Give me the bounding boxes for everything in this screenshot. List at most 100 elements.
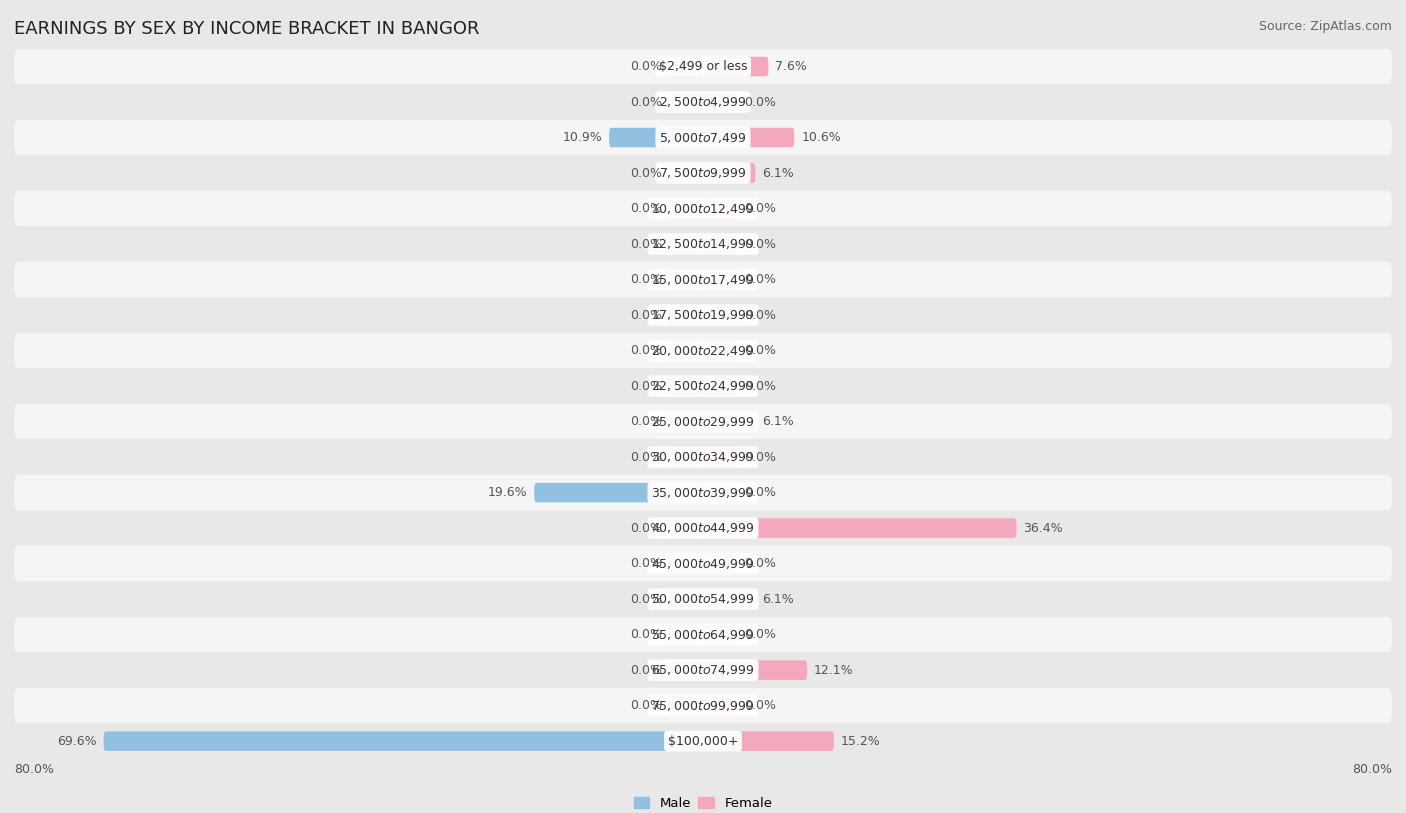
FancyBboxPatch shape xyxy=(669,57,703,76)
Text: 6.1%: 6.1% xyxy=(762,167,794,180)
FancyBboxPatch shape xyxy=(609,128,703,147)
FancyBboxPatch shape xyxy=(669,306,703,325)
FancyBboxPatch shape xyxy=(703,92,738,112)
Text: 0.0%: 0.0% xyxy=(744,237,776,250)
FancyBboxPatch shape xyxy=(703,660,807,680)
Text: 36.4%: 36.4% xyxy=(1024,522,1063,535)
Text: 0.0%: 0.0% xyxy=(630,273,662,286)
FancyBboxPatch shape xyxy=(703,732,834,751)
FancyBboxPatch shape xyxy=(669,589,703,609)
Text: 19.6%: 19.6% xyxy=(488,486,527,499)
Text: $65,000 to $74,999: $65,000 to $74,999 xyxy=(651,663,755,677)
Text: $55,000 to $64,999: $55,000 to $64,999 xyxy=(651,628,755,641)
FancyBboxPatch shape xyxy=(669,625,703,645)
FancyBboxPatch shape xyxy=(703,412,755,432)
Text: Source: ZipAtlas.com: Source: ZipAtlas.com xyxy=(1258,20,1392,33)
Text: 0.0%: 0.0% xyxy=(744,309,776,322)
FancyBboxPatch shape xyxy=(703,447,738,467)
FancyBboxPatch shape xyxy=(14,368,1392,404)
Text: $2,500 to $4,999: $2,500 to $4,999 xyxy=(659,95,747,109)
FancyBboxPatch shape xyxy=(703,234,738,254)
FancyBboxPatch shape xyxy=(14,155,1392,191)
FancyBboxPatch shape xyxy=(669,92,703,112)
Text: 0.0%: 0.0% xyxy=(630,415,662,428)
Text: 0.0%: 0.0% xyxy=(630,237,662,250)
Text: 0.0%: 0.0% xyxy=(630,522,662,535)
Text: 10.6%: 10.6% xyxy=(801,131,841,144)
FancyBboxPatch shape xyxy=(104,732,703,751)
FancyBboxPatch shape xyxy=(703,696,738,715)
Text: $35,000 to $39,999: $35,000 to $39,999 xyxy=(651,485,755,500)
FancyBboxPatch shape xyxy=(703,306,738,325)
Text: 0.0%: 0.0% xyxy=(744,557,776,570)
Text: 0.0%: 0.0% xyxy=(630,309,662,322)
Text: 6.1%: 6.1% xyxy=(762,593,794,606)
Text: $2,499 or less: $2,499 or less xyxy=(659,60,747,73)
FancyBboxPatch shape xyxy=(14,617,1392,652)
FancyBboxPatch shape xyxy=(14,191,1392,226)
Text: $12,500 to $14,999: $12,500 to $14,999 xyxy=(651,237,755,251)
Text: 0.0%: 0.0% xyxy=(630,628,662,641)
Text: $22,500 to $24,999: $22,500 to $24,999 xyxy=(651,379,755,393)
Text: $25,000 to $29,999: $25,000 to $29,999 xyxy=(651,415,755,428)
FancyBboxPatch shape xyxy=(669,447,703,467)
FancyBboxPatch shape xyxy=(14,333,1392,368)
FancyBboxPatch shape xyxy=(703,483,738,502)
Text: $7,500 to $9,999: $7,500 to $9,999 xyxy=(659,166,747,180)
Text: 0.0%: 0.0% xyxy=(744,202,776,215)
FancyBboxPatch shape xyxy=(14,475,1392,511)
FancyBboxPatch shape xyxy=(14,404,1392,439)
Text: $40,000 to $44,999: $40,000 to $44,999 xyxy=(651,521,755,535)
Legend: Male, Female: Male, Female xyxy=(628,791,778,813)
Text: 69.6%: 69.6% xyxy=(58,735,97,748)
Text: 0.0%: 0.0% xyxy=(630,699,662,712)
FancyBboxPatch shape xyxy=(669,660,703,680)
FancyBboxPatch shape xyxy=(703,199,738,219)
Text: 12.1%: 12.1% xyxy=(814,663,853,676)
Text: 0.0%: 0.0% xyxy=(744,380,776,393)
FancyBboxPatch shape xyxy=(14,120,1392,155)
Text: 6.1%: 6.1% xyxy=(762,415,794,428)
FancyBboxPatch shape xyxy=(14,652,1392,688)
FancyBboxPatch shape xyxy=(14,511,1392,546)
Text: 0.0%: 0.0% xyxy=(630,380,662,393)
FancyBboxPatch shape xyxy=(534,483,703,502)
Text: 0.0%: 0.0% xyxy=(630,344,662,357)
FancyBboxPatch shape xyxy=(14,688,1392,724)
Text: 0.0%: 0.0% xyxy=(744,450,776,463)
FancyBboxPatch shape xyxy=(14,724,1392,759)
FancyBboxPatch shape xyxy=(703,519,1017,538)
Text: $15,000 to $17,499: $15,000 to $17,499 xyxy=(651,272,755,286)
Text: 0.0%: 0.0% xyxy=(630,96,662,109)
FancyBboxPatch shape xyxy=(669,234,703,254)
FancyBboxPatch shape xyxy=(703,128,794,147)
FancyBboxPatch shape xyxy=(14,439,1392,475)
FancyBboxPatch shape xyxy=(669,199,703,219)
Text: $75,000 to $99,999: $75,000 to $99,999 xyxy=(651,698,755,713)
FancyBboxPatch shape xyxy=(669,696,703,715)
FancyBboxPatch shape xyxy=(703,341,738,360)
Text: 0.0%: 0.0% xyxy=(630,167,662,180)
FancyBboxPatch shape xyxy=(669,554,703,573)
FancyBboxPatch shape xyxy=(14,262,1392,298)
Text: EARNINGS BY SEX BY INCOME BRACKET IN BANGOR: EARNINGS BY SEX BY INCOME BRACKET IN BAN… xyxy=(14,20,479,38)
Text: $30,000 to $34,999: $30,000 to $34,999 xyxy=(651,450,755,464)
Text: $100,000+: $100,000+ xyxy=(668,735,738,748)
FancyBboxPatch shape xyxy=(669,341,703,360)
Text: 0.0%: 0.0% xyxy=(744,96,776,109)
Text: $17,500 to $19,999: $17,500 to $19,999 xyxy=(651,308,755,322)
FancyBboxPatch shape xyxy=(703,554,738,573)
FancyBboxPatch shape xyxy=(703,625,738,645)
FancyBboxPatch shape xyxy=(703,57,769,76)
Text: 0.0%: 0.0% xyxy=(744,486,776,499)
Text: 0.0%: 0.0% xyxy=(630,663,662,676)
FancyBboxPatch shape xyxy=(703,589,755,609)
FancyBboxPatch shape xyxy=(669,412,703,432)
FancyBboxPatch shape xyxy=(703,376,738,396)
FancyBboxPatch shape xyxy=(14,298,1392,333)
Text: 80.0%: 80.0% xyxy=(1353,763,1392,776)
Text: 0.0%: 0.0% xyxy=(744,628,776,641)
Text: $5,000 to $7,499: $5,000 to $7,499 xyxy=(659,131,747,145)
FancyBboxPatch shape xyxy=(14,581,1392,617)
Text: 0.0%: 0.0% xyxy=(630,60,662,73)
